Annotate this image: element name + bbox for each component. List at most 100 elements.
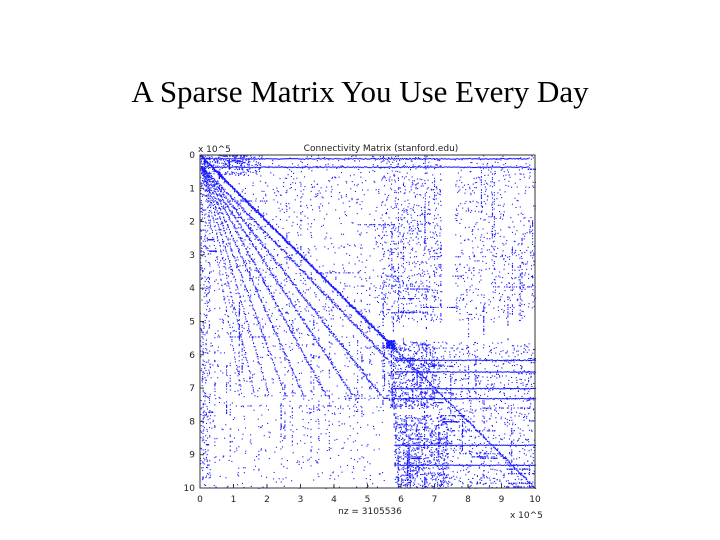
nonzero-point: [426, 238, 428, 240]
nonzero-point: [480, 380, 482, 382]
nonzero-point: [401, 219, 403, 221]
nonzero-point: [424, 248, 426, 250]
nonzero-point: [414, 180, 416, 182]
nonzero-point: [463, 378, 465, 380]
nonzero-point: [450, 396, 452, 398]
nonzero-point: [426, 447, 428, 449]
nonzero-point: [413, 450, 415, 452]
nonzero-point: [437, 214, 439, 216]
nonzero-point: [207, 239, 209, 241]
nonzero-point: [444, 468, 446, 470]
nonzero-point: [207, 250, 209, 252]
nonzero-point: [472, 448, 474, 450]
nonzero-point: [436, 375, 438, 377]
nonzero-point: [237, 163, 239, 165]
nonzero-point: [206, 422, 208, 424]
nonzero-point: [442, 483, 444, 485]
nonzero-point: [478, 394, 480, 396]
nonzero-point: [525, 439, 527, 441]
nonzero-point: [385, 212, 387, 214]
nonzero-point: [464, 422, 466, 424]
nonzero-point: [412, 374, 414, 376]
nonzero-point: [426, 346, 428, 348]
nonzero-point: [395, 406, 397, 408]
nonzero-point: [398, 477, 400, 479]
nonzero-point: [399, 456, 401, 458]
nonzero-point: [207, 396, 209, 398]
nonzero-point: [209, 263, 211, 265]
nonzero-point: [412, 378, 414, 380]
nonzero-point: [419, 264, 421, 266]
nonzero-point: [459, 446, 461, 448]
nonzero-point: [495, 444, 497, 446]
nonzero-point: [409, 417, 411, 419]
nonzero-point: [426, 288, 428, 290]
nonzero-point: [202, 403, 204, 405]
nonzero-point: [483, 458, 485, 460]
nonzero-point: [401, 474, 403, 476]
nonzero-point: [420, 438, 422, 440]
nonzero-point: [521, 365, 523, 367]
nonzero-point: [424, 473, 426, 475]
nonzero-point: [412, 393, 414, 395]
nonzero-point: [215, 165, 217, 167]
nonzero-point: [425, 427, 427, 429]
nonzero-point: [216, 157, 218, 159]
nonzero-point: [460, 481, 462, 483]
nonzero-point: [429, 434, 431, 436]
nonzero-point: [400, 432, 402, 434]
nonzero-point: [438, 385, 440, 387]
nonzero-point: [207, 375, 209, 377]
nonzero-point: [413, 400, 415, 402]
nonzero-point: [232, 160, 234, 162]
nonzero-point: [426, 457, 428, 459]
nonzero-point: [439, 445, 441, 447]
nonzero-point: [397, 447, 399, 449]
nonzero-point: [405, 344, 407, 346]
nonzero-point: [414, 266, 416, 268]
nonzero-point: [528, 472, 530, 474]
nonzero-point: [424, 227, 426, 229]
nonzero-point: [486, 477, 488, 479]
nonzero-point: [389, 176, 391, 178]
nonzero-point: [440, 345, 442, 347]
nonzero-point: [404, 432, 406, 434]
nonzero-point: [452, 373, 454, 375]
nonzero-point: [417, 458, 419, 460]
nonzero-point: [450, 393, 452, 395]
nonzero-point: [520, 486, 522, 488]
nonzero-point: [404, 298, 406, 300]
nonzero-point: [451, 430, 453, 432]
nonzero-point: [433, 399, 435, 401]
nonzero-point: [439, 189, 441, 191]
nonzero-point: [436, 235, 438, 237]
nonzero-point: [442, 466, 444, 468]
nonzero-point: [491, 383, 493, 385]
nonzero-point: [406, 478, 408, 480]
nonzero-point: [487, 456, 489, 458]
nonzero-point: [209, 411, 211, 413]
nonzero-point: [208, 310, 210, 312]
nonzero-point: [439, 267, 441, 269]
nonzero-point: [405, 176, 407, 178]
nonzero-point: [429, 250, 431, 252]
nonzero-point: [414, 449, 416, 451]
nonzero-point: [397, 486, 399, 488]
nonzero-point: [409, 456, 411, 458]
nonzero-point: [222, 165, 224, 167]
nonzero-point: [398, 374, 400, 376]
nonzero-point: [417, 465, 419, 467]
nonzero-point: [526, 345, 528, 347]
nonzero-point: [445, 418, 447, 420]
nonzero-point: [435, 456, 437, 458]
nonzero-point: [406, 463, 408, 465]
nonzero-point: [424, 239, 426, 241]
nonzero-point: [407, 292, 409, 294]
nonzero-point: [393, 397, 395, 399]
nonzero-point: [440, 229, 442, 231]
nonzero-point: [227, 165, 229, 167]
nonzero-point: [512, 359, 514, 361]
nonzero-point: [416, 178, 418, 180]
nonzero-point: [424, 298, 426, 300]
nonzero-point: [436, 392, 438, 394]
